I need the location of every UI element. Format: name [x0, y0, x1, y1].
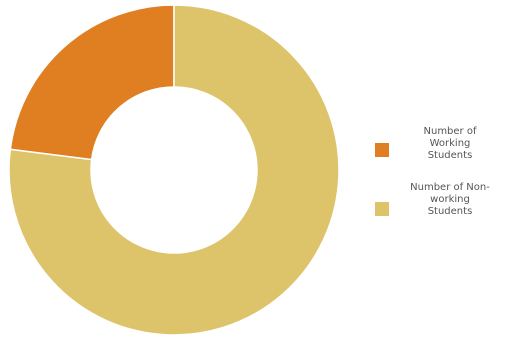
legend-label-line: Students — [427, 150, 473, 161]
legend-label-line: Number of Non- — [410, 182, 490, 193]
legend-label-working: Number of Working Students — [394, 126, 506, 162]
donut-plot — [8, 4, 340, 336]
legend-item-working[interactable]: Number of Working Students — [372, 126, 508, 178]
chart-legend: Number of Working Students Number of Non… — [372, 126, 508, 234]
slice-non-working-students[interactable] — [8, 4, 340, 336]
legend-swatch-non-working — [375, 202, 389, 216]
legend-swatch-working — [375, 143, 389, 157]
legend-label-line: Students — [427, 206, 473, 217]
legend-item-non-working[interactable]: Number of Non- working Students — [372, 182, 508, 234]
legend-label-non-working: Number of Non- working Students — [394, 182, 506, 218]
slice-working-students[interactable] — [9, 4, 175, 161]
legend-label-line: working — [430, 194, 470, 205]
legend-label-line: Working — [429, 138, 471, 149]
legend-label-line: Number of — [423, 126, 477, 137]
